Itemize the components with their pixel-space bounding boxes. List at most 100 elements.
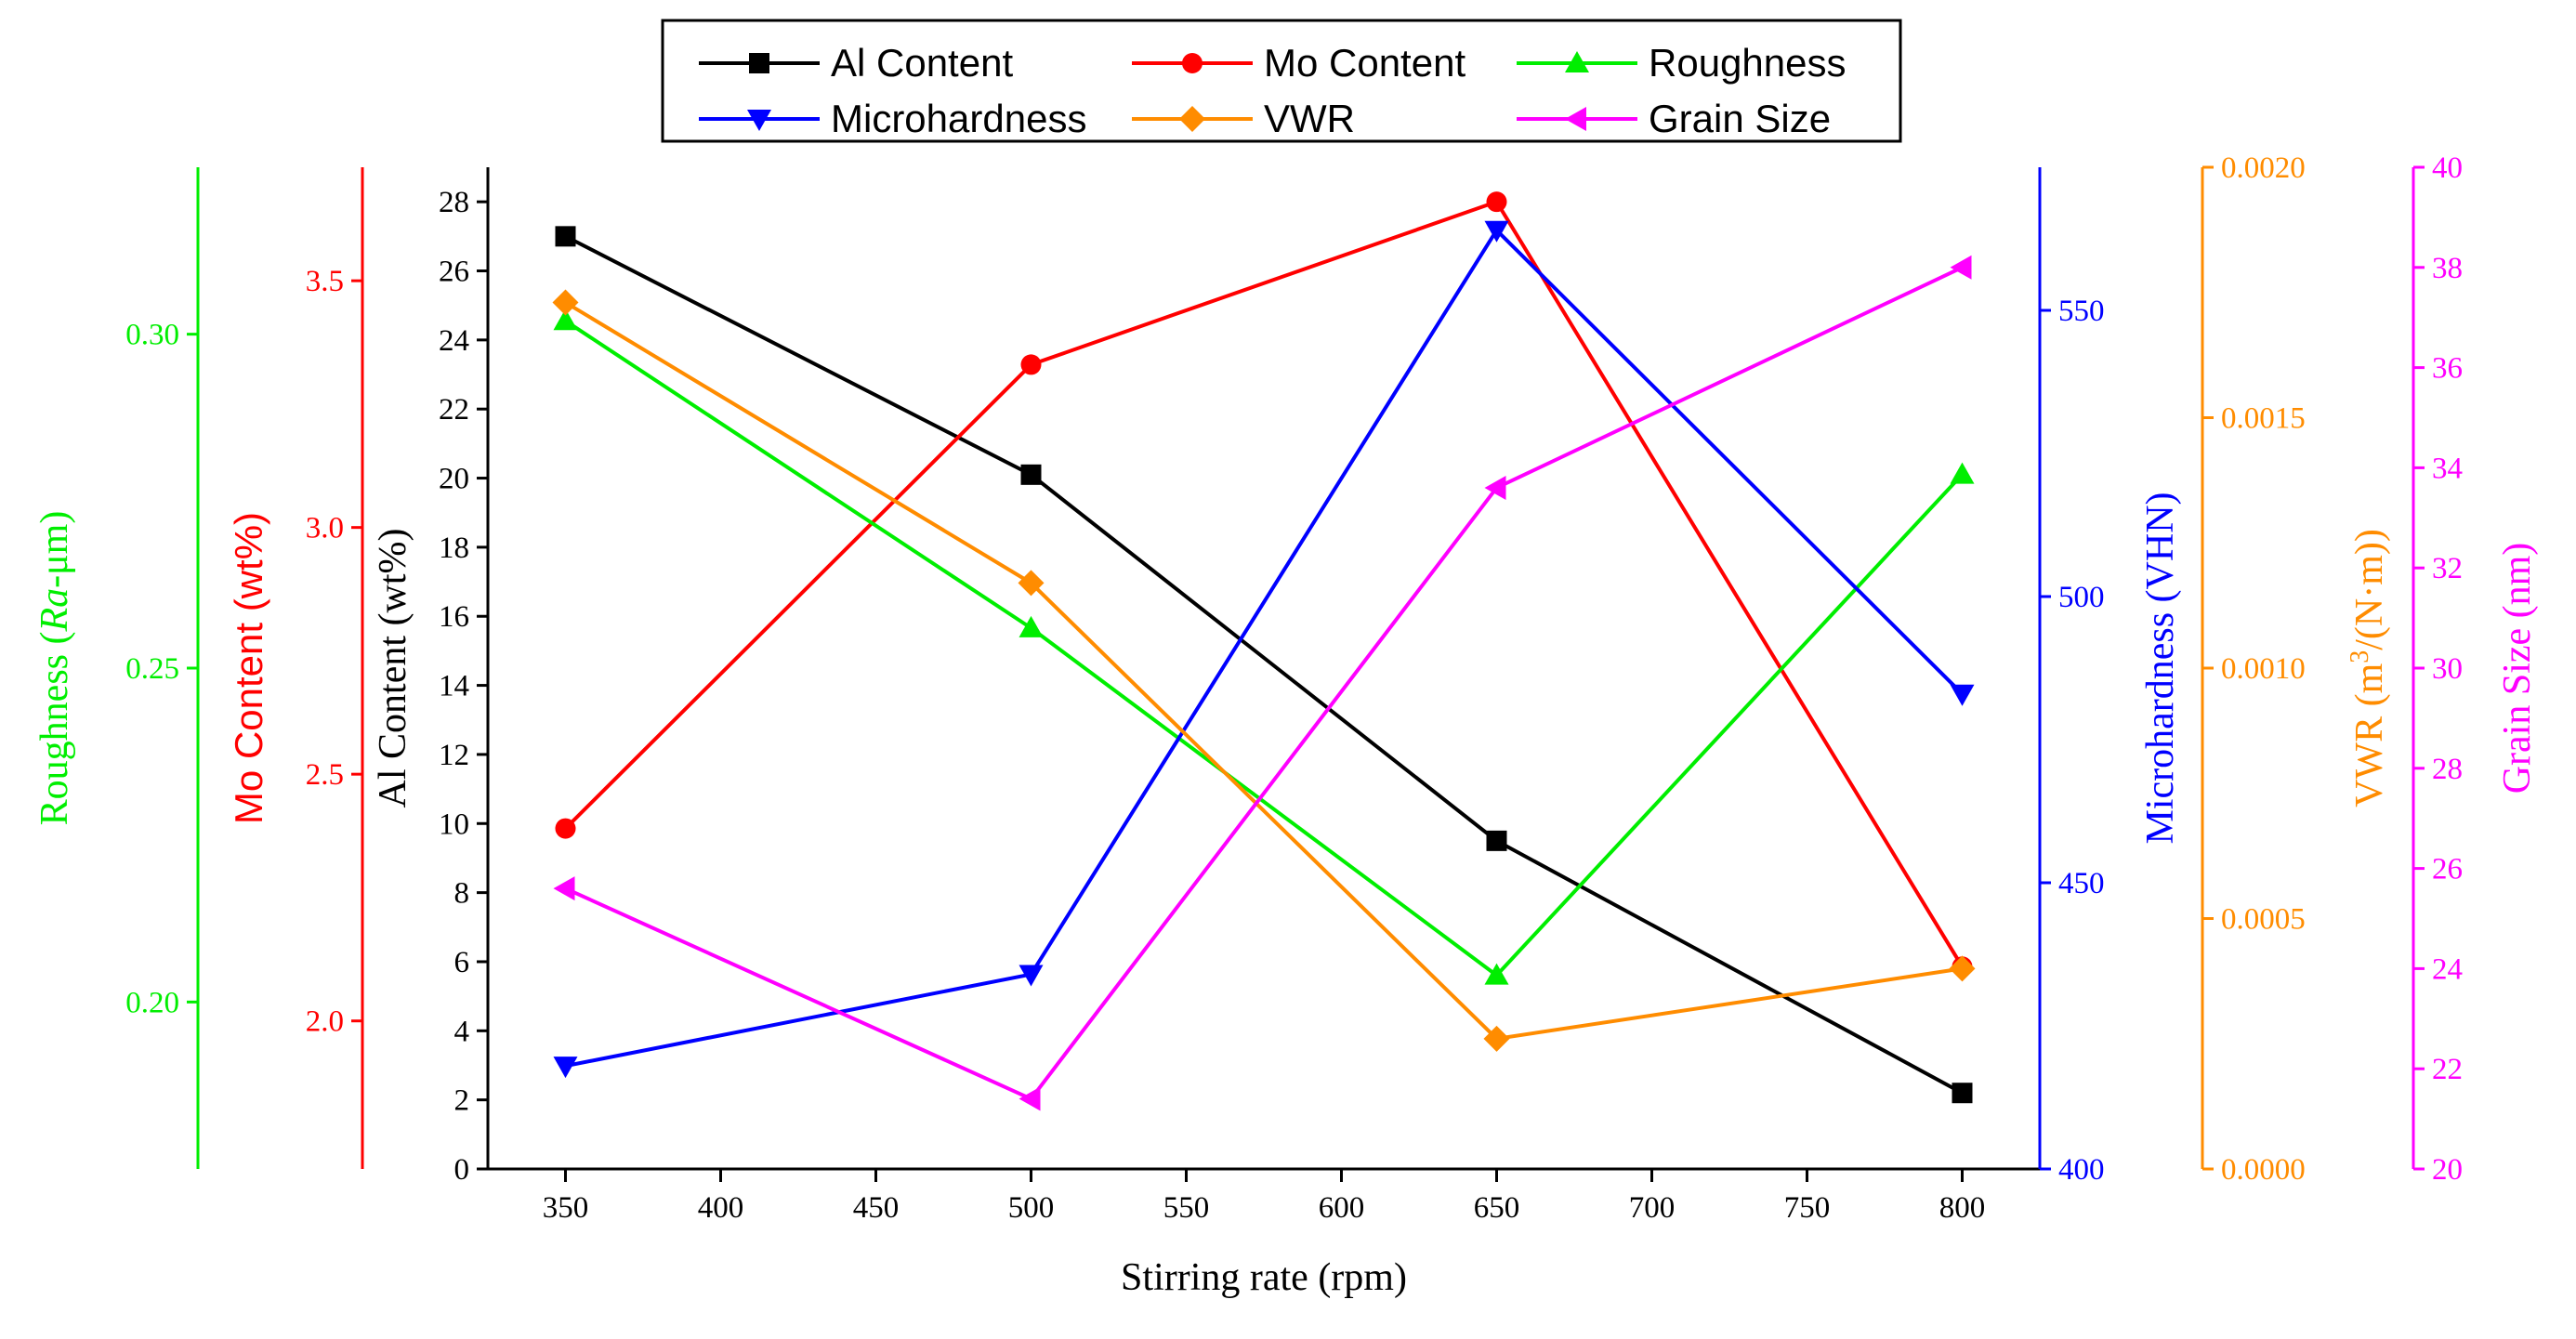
- mo-content-point: [1486, 191, 1507, 213]
- grain-tick-label: 36: [2432, 352, 2463, 386]
- micro-tick-label: 550: [2058, 295, 2105, 328]
- microhardness-point: [1950, 684, 1975, 706]
- grain-tick-label: 32: [2432, 552, 2463, 585]
- al-tick-label: 8: [454, 877, 470, 911]
- al-content-axis-title-part: Al Content (wt%): [372, 529, 414, 808]
- x-tick-label: 700: [1629, 1191, 1676, 1225]
- x-tick-label: 400: [698, 1191, 744, 1225]
- al-tick-label: 20: [439, 463, 469, 496]
- legend-vwr-marker: [1179, 106, 1205, 132]
- vwr-tick-label: 0.0005: [2221, 903, 2306, 937]
- roughness-point: [1484, 963, 1509, 985]
- grain-size-axis-title-part: Grain Size (nm): [2496, 543, 2539, 794]
- microhardness-axis-title: Microhardness (VHN): [2139, 492, 2182, 844]
- legend-box: [661, 19, 1902, 143]
- axes-layer: 350 400 450 500 550 600 650 700 750 8000.200.250.…: [125, 151, 2463, 1225]
- x-tick-label: 750: [1784, 1191, 1831, 1225]
- rough-tick-label: 0.25: [125, 652, 179, 686]
- grain-tick-label: 22: [2432, 1053, 2463, 1086]
- x-tick-label: 600: [1319, 1191, 1365, 1225]
- legend: Al Content Mo Content Roughness Microhardne…: [661, 19, 1902, 143]
- vwr-axis-title-part: /(N·m)): [2348, 529, 2391, 650]
- vwr-axis-title-part: VWR (m: [2348, 663, 2391, 807]
- roughness-axis-title-part: Roughness (: [33, 631, 76, 825]
- vwr-axis-title: VWR (m3/(N·m)): [2346, 529, 2392, 807]
- vwr-tick-label: 0.0000: [2221, 1153, 2306, 1187]
- microhardness-point: [1484, 220, 1509, 243]
- x-tick-label: 500: [1008, 1191, 1055, 1225]
- vwr-line: [564, 300, 1963, 1041]
- grain-tick-label: 40: [2432, 151, 2463, 185]
- mo-content-axis-title-part: Mo Content (wt%): [227, 512, 270, 824]
- legend-vwr-label: VWR: [1264, 97, 1355, 140]
- al-tick-label: 16: [439, 600, 469, 634]
- rough-tick-label: 0.20: [125, 986, 179, 1019]
- mo-content-point: [555, 818, 576, 839]
- grain-size-axis-title: Grain Size (nm): [2496, 543, 2539, 794]
- x-tick-label: 450: [853, 1191, 900, 1225]
- grain-size-point: [1950, 255, 1972, 280]
- legend-mo-content-label: Mo Content: [1264, 41, 1465, 85]
- vwr-tick-label: 0.0020: [2221, 151, 2306, 185]
- micro-tick-label: 450: [2058, 867, 2105, 900]
- rough-tick-label: 0.30: [125, 319, 179, 352]
- grain-size-line: [564, 265, 1964, 1101]
- x-tick-label: 650: [1474, 1191, 1520, 1225]
- mo-content-axis-title: Mo Content (wt%): [227, 512, 270, 824]
- al-tick-label: 28: [439, 186, 469, 219]
- legend-mo-content-marker: [1182, 53, 1203, 73]
- mo-content-point: [1020, 354, 1042, 375]
- roughness-line: [564, 319, 1964, 978]
- al-tick-label: 22: [439, 393, 469, 427]
- legend-grain-size-marker: [1565, 107, 1586, 131]
- grain-tick-label: 24: [2432, 952, 2463, 986]
- roughness-axis-title: Roughness (Ra-μm): [33, 511, 76, 826]
- roughness-point: [1950, 462, 1975, 484]
- microhardness-axis-title-part: Microhardness (VHN): [2139, 492, 2182, 844]
- al-content-point: [1952, 1083, 1973, 1104]
- mo-tick-label: 3.0: [306, 512, 344, 545]
- legend-microhardness-label: Microhardness: [831, 97, 1086, 140]
- legend-microhardness-marker: [747, 110, 771, 131]
- al-content-point: [1486, 830, 1507, 851]
- legend-al-content-marker: [749, 53, 769, 73]
- al-tick-label: 18: [439, 532, 469, 565]
- mo-tick-label: 3.5: [306, 265, 344, 298]
- vwr-point: [1018, 570, 1045, 597]
- vwr-point: [552, 289, 579, 316]
- vwr-point: [1949, 955, 1976, 982]
- labels-layer: Stirring rate (rpm) Roughness (Ra-μm) Mo C…: [33, 492, 2539, 1299]
- vwr-tick-label: 0.0015: [2221, 402, 2306, 436]
- al-tick-label: 4: [454, 1015, 470, 1048]
- grain-tick-label: 38: [2432, 252, 2463, 285]
- grain-size-point: [1484, 475, 1506, 500]
- legend-roughness-label: Roughness: [1649, 41, 1846, 85]
- microhardness-point: [553, 1057, 578, 1079]
- grain-size-point: [553, 876, 575, 901]
- x-axis-title: Stirring rate (rpm): [1121, 1256, 1407, 1299]
- grain-tick-label: 28: [2432, 753, 2463, 786]
- al-tick-label: 12: [439, 739, 469, 772]
- al-tick-label: 0: [454, 1153, 470, 1187]
- mo-content-line: [564, 200, 1965, 968]
- grain-tick-label: 26: [2432, 853, 2463, 886]
- vwr-point: [1483, 1025, 1510, 1052]
- al-tick-label: 26: [439, 256, 469, 289]
- al-tick-label: 10: [439, 807, 469, 841]
- mo-tick-label: 2.5: [306, 758, 344, 792]
- vwr-axis-title-part: 3: [2346, 650, 2374, 663]
- plot-frame: [486, 167, 2042, 1171]
- series-layer: [552, 191, 1976, 1111]
- legend-roughness-marker: [1565, 51, 1589, 72]
- al-content-point: [1020, 464, 1042, 485]
- al-tick-label: 24: [439, 324, 469, 358]
- x-tick-label: 800: [1939, 1191, 1986, 1225]
- roughness-point: [553, 308, 578, 331]
- al-content-axis-title: Al Content (wt%): [372, 529, 414, 808]
- al-tick-label: 6: [454, 946, 470, 979]
- grain-tick-label: 34: [2432, 452, 2463, 485]
- x-tick-label: 350: [543, 1191, 589, 1225]
- microhardness-line: [565, 228, 1964, 1069]
- micro-tick-label: 400: [2058, 1153, 2105, 1187]
